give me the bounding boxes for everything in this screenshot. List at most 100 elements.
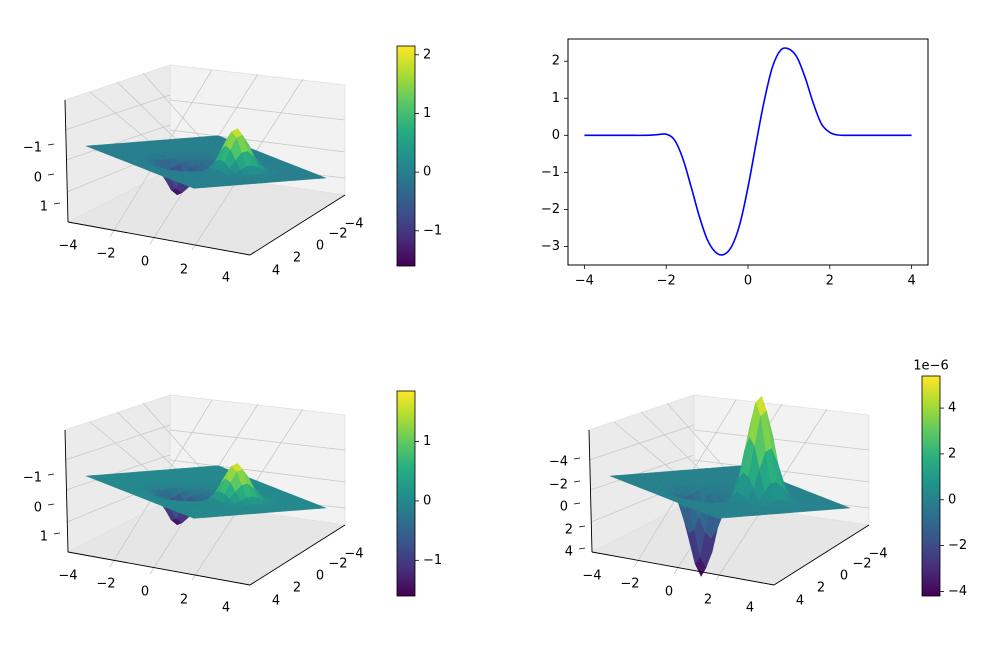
x-tick-label: 4: [746, 601, 754, 616]
colorbar: [396, 390, 416, 597]
colorbar-offset-label: 1e−6: [913, 359, 948, 374]
z-tick-label: −2: [549, 478, 568, 493]
x-tick-label: −4: [58, 569, 77, 584]
colorbar-tick-label: 0: [423, 493, 431, 508]
z-tick-label: 0: [34, 501, 42, 516]
z-tick-mark: [47, 143, 55, 146]
z-tick-label: −1: [23, 141, 42, 156]
surface-mesh: [85, 463, 327, 526]
axis-line: [773, 524, 870, 586]
colorbar-tick-label: −1: [423, 223, 442, 238]
axis-line: [249, 194, 346, 256]
axis-line: [67, 551, 251, 586]
z-tick-label: 1: [40, 200, 48, 215]
colorbar-tick-label: 0: [423, 165, 431, 180]
colorbar-tick-label: 0: [948, 492, 956, 507]
z-tick-label: −4: [549, 455, 568, 470]
x-tick-label: 0: [141, 585, 149, 600]
grid-line: [169, 429, 346, 451]
y-tick-label: 2: [293, 581, 301, 596]
surface-face: [189, 515, 201, 519]
z-tick-mark: [573, 457, 581, 460]
z-tick-label: 0: [34, 171, 42, 186]
grid-line: [588, 424, 695, 461]
x-tick-label: 0: [744, 274, 752, 289]
colorbar-tick-label: 2: [948, 446, 956, 461]
z-tick-mark: [573, 480, 581, 483]
x-tick-label: 4: [222, 601, 230, 616]
z-tick-label: −1: [23, 471, 42, 486]
grid-line: [693, 429, 870, 451]
x-tick-label: −2: [96, 247, 115, 262]
surface-mesh: [85, 128, 327, 196]
colorbar: [396, 45, 416, 267]
grid-line: [169, 129, 346, 153]
y-tick-label: −3: [541, 239, 560, 254]
z-tick-mark: [47, 503, 55, 506]
z-tick-label: 4: [565, 545, 573, 560]
colorbar-tick-label: 1: [423, 106, 431, 121]
axis-line: [591, 551, 775, 586]
grid-line: [693, 459, 870, 483]
y-tick-label: 2: [293, 251, 301, 266]
x-tick-label: 2: [826, 274, 834, 289]
colorbar-tick-label: −1: [423, 553, 442, 568]
colorbar-tick-label: 4: [948, 401, 956, 416]
y-tick-label: −2: [852, 557, 871, 572]
axis-line: [249, 524, 346, 586]
x-tick-label: −4: [58, 239, 77, 254]
y-tick-label: 0: [840, 569, 848, 584]
z-tick-mark: [53, 202, 61, 205]
x-tick-label: 0: [665, 585, 673, 600]
grid-line: [64, 424, 171, 461]
colorbar-tick-label: −2: [948, 538, 967, 553]
x-tick-label: 4: [907, 274, 915, 289]
colorbar-tick-label: 1: [423, 434, 431, 449]
grid-line: [64, 94, 171, 131]
grid-line: [169, 99, 346, 121]
y-tick-label: −1: [541, 165, 560, 180]
y-tick-label: −2: [541, 202, 560, 217]
x-tick-label: 0: [141, 255, 149, 270]
grid-line: [169, 459, 346, 483]
x-tick-label: −4: [582, 569, 601, 584]
y-tick-label: 2: [552, 54, 560, 69]
y-tick-label: 4: [272, 264, 280, 279]
x-tick-label: 2: [180, 593, 188, 608]
grid-line: [589, 454, 695, 491]
z-tick-label: 0: [560, 500, 568, 515]
x-tick-label: −2: [96, 577, 115, 592]
colorbar-tick-label: −4: [948, 584, 967, 599]
axis-line: [64, 429, 69, 553]
x-tick-label: 2: [704, 593, 712, 608]
y-tick-label: −2: [328, 227, 347, 242]
x-tick-label: −4: [575, 274, 594, 289]
y-tick-label: −4: [344, 217, 363, 232]
y-tick-label: 2: [817, 581, 825, 596]
x-tick-label: −2: [657, 274, 676, 289]
surface-mesh: [609, 395, 851, 578]
x-tick-label: 2: [180, 263, 188, 278]
y-tick-label: 0: [552, 128, 560, 143]
x-tick-label: 4: [222, 271, 230, 286]
y-tick-label: 1: [552, 91, 560, 106]
y-tick-label: 0: [316, 239, 324, 254]
surface-face: [189, 185, 201, 189]
line-panel: −4 −2 0 2 4 2 1 0 −1 −2 −3: [541, 38, 929, 289]
y-tick-label: −2: [328, 557, 347, 572]
z-tick-mark: [53, 532, 61, 535]
grid-line: [65, 124, 171, 161]
z-tick-mark: [578, 547, 586, 550]
z-tick-label: 1: [40, 530, 48, 545]
y-tick-label: −4: [868, 547, 887, 562]
grid-line: [65, 454, 171, 491]
y-tick-label: 4: [272, 594, 280, 609]
z-tick-mark: [573, 502, 581, 505]
colorbar: [921, 375, 941, 597]
colorbar-tick-label: 2: [423, 47, 431, 62]
z-tick-mark: [578, 525, 586, 528]
